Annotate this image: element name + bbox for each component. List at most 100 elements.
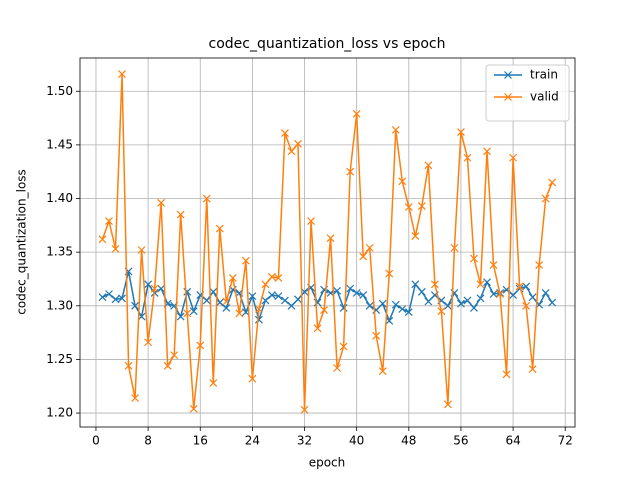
marker xyxy=(215,224,224,233)
marker xyxy=(385,269,394,278)
marker xyxy=(339,342,348,351)
x-tick-label: 56 xyxy=(453,434,468,448)
marker xyxy=(522,282,531,291)
marker xyxy=(548,178,557,187)
marker xyxy=(300,405,309,414)
marker xyxy=(548,298,557,307)
marker xyxy=(489,290,498,298)
marker xyxy=(274,292,283,301)
marker xyxy=(228,273,237,282)
marker xyxy=(463,153,472,162)
marker xyxy=(241,256,250,265)
marker xyxy=(417,287,426,296)
marker xyxy=(404,308,413,317)
y-tick-label: 1.50 xyxy=(46,84,73,98)
marker xyxy=(196,341,205,350)
marker xyxy=(281,296,289,305)
marker xyxy=(98,293,107,302)
marker xyxy=(131,394,139,402)
marker xyxy=(404,203,413,212)
marker xyxy=(144,280,153,289)
y-tick-label: 1.30 xyxy=(46,298,73,312)
marker xyxy=(144,338,153,347)
marker xyxy=(359,252,368,261)
marker xyxy=(222,304,231,312)
marker xyxy=(437,307,446,316)
series-line xyxy=(102,271,553,323)
marker xyxy=(496,290,504,298)
marker xyxy=(346,284,355,293)
marker xyxy=(535,261,544,269)
marker xyxy=(248,292,257,301)
marker xyxy=(359,291,368,299)
x-tick-label: 48 xyxy=(401,434,416,448)
marker xyxy=(137,246,146,254)
marker xyxy=(157,284,166,293)
marker xyxy=(274,273,283,282)
marker xyxy=(176,210,185,219)
marker xyxy=(157,198,166,207)
marker xyxy=(483,278,491,287)
marker xyxy=(424,161,433,170)
marker xyxy=(202,194,211,203)
marker xyxy=(189,307,198,316)
marker xyxy=(281,129,289,138)
marker xyxy=(111,245,120,253)
marker xyxy=(261,296,270,305)
marker xyxy=(333,364,342,372)
marker xyxy=(430,280,439,289)
marker xyxy=(307,217,315,225)
marker xyxy=(352,109,361,118)
marker xyxy=(268,272,276,281)
marker xyxy=(294,295,302,304)
x-tick-label: 40 xyxy=(349,434,364,448)
marker xyxy=(443,400,452,409)
marker xyxy=(170,351,179,360)
marker xyxy=(378,367,387,376)
marker xyxy=(235,309,244,318)
marker xyxy=(261,280,270,289)
marker xyxy=(294,139,302,148)
legend-label: valid xyxy=(530,90,559,104)
marker xyxy=(320,306,329,315)
marker xyxy=(183,309,192,318)
marker xyxy=(346,167,355,176)
marker xyxy=(111,295,120,304)
chart-title: codec_quantization_loss vs epoch xyxy=(209,36,446,52)
marker xyxy=(522,301,531,310)
marker xyxy=(450,243,459,252)
marker xyxy=(483,147,491,156)
marker xyxy=(443,301,452,310)
marker xyxy=(528,365,537,374)
marker xyxy=(268,291,276,299)
marker xyxy=(313,324,322,333)
y-tick-label: 1.20 xyxy=(46,406,73,420)
marker xyxy=(105,290,113,298)
marker xyxy=(372,331,381,340)
marker xyxy=(541,288,550,297)
legend-marker xyxy=(504,93,512,101)
marker xyxy=(105,217,113,225)
marker xyxy=(248,374,257,383)
x-axis-label: epoch xyxy=(309,456,346,470)
marker xyxy=(287,301,296,310)
marker xyxy=(254,305,263,313)
y-tick-label: 1.25 xyxy=(46,352,73,366)
marker xyxy=(118,70,126,79)
marker xyxy=(417,202,426,210)
y-axis-label: codec_quantization_loss xyxy=(15,169,29,315)
marker xyxy=(124,361,133,370)
marker xyxy=(333,286,342,295)
marker xyxy=(476,280,485,289)
marker xyxy=(287,147,296,156)
x-tick-label: 0 xyxy=(92,434,100,448)
marker xyxy=(502,370,511,379)
y-tick-label: 1.40 xyxy=(46,191,73,205)
marker xyxy=(470,254,478,263)
marker xyxy=(528,293,537,302)
marker xyxy=(352,288,361,297)
x-tick-label: 16 xyxy=(193,434,208,448)
marker xyxy=(98,235,107,244)
marker xyxy=(391,300,400,309)
